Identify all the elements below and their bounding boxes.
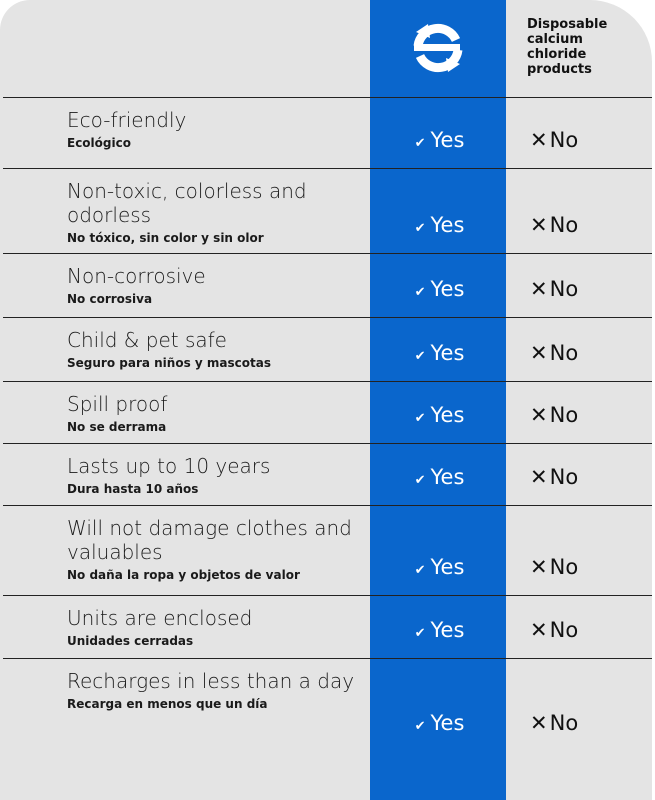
no-label: No — [549, 555, 579, 579]
feature-subtitle: Dura hasta 10 años — [67, 482, 199, 496]
feature-cell: Non-corrosive No corrosiva — [67, 264, 357, 306]
yes-label: Yes — [430, 555, 465, 579]
feature-title: Spill proof — [67, 392, 168, 416]
feature-title: Non-corrosive — [67, 264, 206, 288]
feature-subtitle: No tóxico, sin color y sin olor — [67, 231, 264, 245]
yes-label: Yes — [430, 341, 465, 365]
check-icon: ✔ — [414, 719, 426, 734]
x-icon: ✕ — [530, 403, 548, 427]
table-row: Non-corrosive No corrosiva ✔ Yes ✕No — [3, 253, 652, 317]
feature-cell: Units are enclosed Unidades cerradas — [67, 606, 357, 648]
x-icon: ✕ — [530, 128, 548, 152]
feature-title: Recharges in less than a day — [67, 669, 355, 693]
yes-cell: ✔ Yes — [373, 555, 506, 579]
x-icon: ✕ — [530, 277, 548, 301]
x-icon: ✕ — [530, 555, 548, 579]
yes-cell: ✔ Yes — [373, 403, 506, 427]
no-label: No — [549, 277, 579, 301]
feature-cell: Eco-friendly Ecológico — [67, 108, 357, 150]
table-row: Eco-friendly Ecológico ✔ Yes ✕No — [3, 97, 652, 168]
yes-cell: ✔ Yes — [373, 711, 506, 735]
yes-label: Yes — [430, 277, 465, 301]
check-icon: ✔ — [414, 563, 426, 578]
feature-cell: Non-toxic, colorless and odorless No tóx… — [67, 179, 357, 245]
check-icon: ✔ — [414, 136, 426, 151]
competitor-column-title: Disposable calcium chloride products — [527, 17, 608, 77]
feature-subtitle: No corrosiva — [67, 292, 153, 306]
x-icon: ✕ — [530, 711, 548, 735]
no-cell: ✕No — [530, 277, 578, 301]
table-row: Recharges in less than a day Recarga en … — [3, 658, 652, 788]
table-header: Disposable calcium chloride products — [0, 0, 652, 97]
no-cell: ✕No — [530, 213, 578, 237]
check-icon: ✔ — [414, 221, 426, 236]
table-row: Units are enclosed Unidades cerradas ✔ Ye… — [3, 595, 652, 658]
x-icon: ✕ — [530, 618, 548, 642]
yes-cell: ✔ Yes — [373, 277, 506, 301]
feature-cell: Will not damage clothes and valuables No… — [67, 516, 357, 582]
feature-cell: Recharges in less than a day Recarga en … — [67, 669, 357, 711]
feature-title: Units are enclosed — [67, 606, 253, 630]
feature-title: Child & pet safe — [67, 328, 227, 352]
check-icon: ✔ — [414, 411, 426, 426]
brand-column — [370, 0, 506, 800]
yes-cell: ✔ Yes — [373, 341, 506, 365]
no-label: No — [549, 711, 579, 735]
no-label: No — [549, 618, 579, 642]
table-row: Will not damage clothes and valuables No… — [3, 505, 652, 595]
feature-subtitle: Recarga en menos que un día — [67, 697, 268, 711]
yes-cell: ✔ Yes — [373, 213, 506, 237]
feature-title: Lasts up to 10 years — [67, 454, 271, 478]
x-icon: ✕ — [530, 213, 548, 237]
table-row: Spill proof No se derrama ✔ Yes ✕No — [3, 381, 652, 443]
no-label: No — [549, 213, 579, 237]
no-label: No — [549, 403, 579, 427]
feature-subtitle: Seguro para niños y mascotas — [67, 356, 271, 370]
yes-label: Yes — [430, 128, 465, 152]
no-cell: ✕No — [530, 403, 578, 427]
yes-label: Yes — [430, 465, 465, 489]
feature-cell: Lasts up to 10 years Dura hasta 10 años — [67, 454, 357, 496]
yes-label: Yes — [430, 403, 465, 427]
check-icon: ✔ — [414, 626, 426, 641]
check-icon: ✔ — [414, 349, 426, 364]
check-icon: ✔ — [414, 473, 426, 488]
feature-cell: Spill proof No se derrama — [67, 392, 357, 434]
yes-label: Yes — [430, 711, 465, 735]
table-row: Non-toxic, colorless and odorless No tóx… — [3, 168, 652, 253]
no-label: No — [549, 465, 579, 489]
no-cell: ✕No — [530, 465, 578, 489]
feature-subtitle: No se derrama — [67, 420, 167, 434]
feature-title: Eco-friendly — [67, 108, 187, 132]
no-cell: ✕No — [530, 341, 578, 365]
no-label: No — [549, 341, 579, 365]
no-cell: ✕No — [530, 711, 578, 735]
feature-cell: Child & pet safe Seguro para niños y mas… — [67, 328, 357, 370]
no-cell: ✕No — [530, 618, 578, 642]
feature-title: Non-toxic, colorless and odorless — [67, 179, 307, 227]
x-icon: ✕ — [530, 341, 548, 365]
no-cell: ✕No — [530, 555, 578, 579]
feature-subtitle: Ecológico — [67, 136, 131, 150]
table-row: Lasts up to 10 years Dura hasta 10 años … — [3, 443, 652, 505]
table-row: Child & pet safe Seguro para niños y mas… — [3, 317, 652, 381]
feature-title: Will not damage clothes and valuables — [67, 516, 352, 564]
recycle-e-logo-icon — [413, 23, 463, 73]
feature-subtitle: No daña la ropa y objetos de valor — [67, 568, 300, 582]
x-icon: ✕ — [530, 465, 548, 489]
yes-cell: ✔ Yes — [373, 128, 506, 152]
yes-cell: ✔ Yes — [373, 465, 506, 489]
yes-label: Yes — [430, 618, 465, 642]
feature-subtitle: Unidades cerradas — [67, 634, 194, 648]
yes-cell: ✔ Yes — [373, 618, 506, 642]
no-label: No — [549, 128, 579, 152]
no-cell: ✕No — [530, 128, 578, 152]
check-icon: ✔ — [414, 285, 426, 300]
yes-label: Yes — [430, 213, 465, 237]
